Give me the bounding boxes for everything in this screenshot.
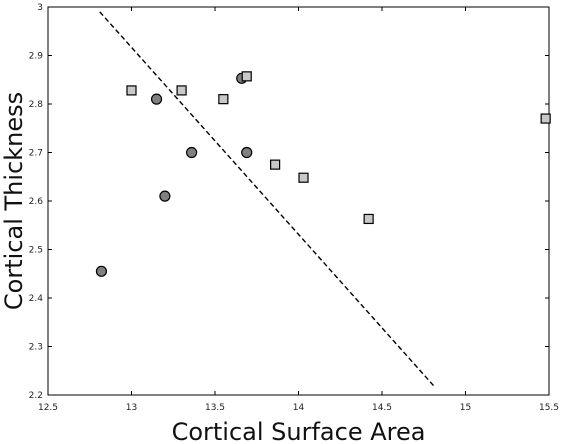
x-tick-label: 15.5	[539, 403, 559, 413]
data-point-square	[540, 113, 551, 124]
data-point-square	[241, 71, 252, 82]
x-tick-label: 12.5	[38, 403, 58, 413]
x-tick-label: 14	[293, 403, 305, 413]
data-point-circle	[150, 93, 163, 105]
data-point-square	[270, 159, 281, 170]
data-point-circle	[159, 190, 171, 202]
y-tick-label: 2.2	[29, 391, 43, 401]
y-tick-label: 2.7	[29, 149, 43, 159]
reference-line	[99, 11, 436, 389]
y-tick-label: 2.4	[29, 294, 44, 304]
data-point-circle	[95, 265, 108, 277]
y-tick-labels: 2.2 2.3 2.4 2.5 2.6 2.7 2.8 2.9 3	[29, 3, 44, 401]
data-points	[95, 71, 551, 277]
x-tick-label: 13	[126, 403, 137, 413]
data-point-square	[126, 85, 137, 96]
data-point-circle	[186, 146, 198, 159]
x-axis-label: Cortical Surface Area	[172, 418, 426, 444]
reference-line-group	[99, 11, 436, 389]
data-point-square	[176, 85, 187, 96]
x-tick-label: 14.5	[372, 403, 392, 413]
plot-border	[47, 6, 550, 396]
y-tick-label: 2.6	[29, 197, 44, 207]
x-tick-labels: 12.5 13 13.5 14 14.5 15 15.5	[38, 403, 559, 413]
y-tick-label: 3	[37, 3, 43, 13]
data-point-square	[218, 94, 229, 105]
y-tick-label: 2.8	[29, 100, 44, 110]
x-tick-label: 13.5	[205, 403, 225, 413]
y-axis-label: Cortical Thickness	[0, 92, 28, 310]
data-point-square	[298, 172, 309, 183]
y-tick-label: 2.9	[29, 52, 44, 62]
y-tick-label: 2.5	[29, 246, 43, 256]
plot-area	[47, 6, 550, 396]
data-point-square	[363, 213, 374, 225]
data-point-circle	[241, 146, 253, 159]
x-tick-label: 15	[460, 403, 471, 413]
tick-marks	[47, 6, 550, 396]
y-tick-label: 2.3	[29, 343, 43, 353]
